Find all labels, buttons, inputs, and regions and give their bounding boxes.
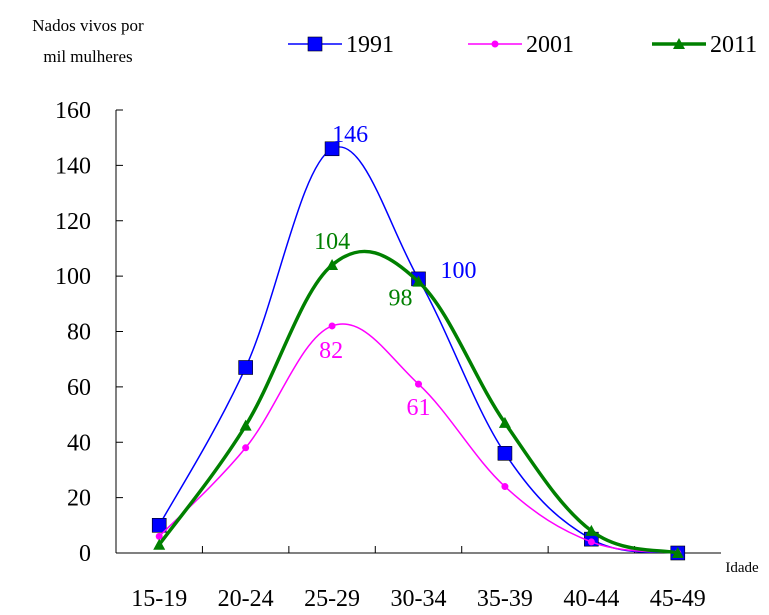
series-2011: 104 98 <box>153 229 684 558</box>
y-tick-label: 140 <box>55 153 91 179</box>
series-2001-data-label: 61 <box>407 395 431 421</box>
y-tick-label: 100 <box>55 264 91 290</box>
series-2001-point <box>415 380 422 388</box>
series-2001-data-label: 82 <box>319 338 343 364</box>
series-2001-point <box>501 483 509 491</box>
y-tick-label: 120 <box>55 209 91 235</box>
series-1991-data-label: 100 <box>441 258 477 284</box>
x-tick-label: 15-19 <box>131 586 187 612</box>
series-2011-point <box>412 275 425 287</box>
series-2011-point <box>326 259 339 271</box>
y-axis-label-line-2: mil mulheres <box>43 47 132 66</box>
series-2011-point <box>239 419 252 431</box>
series-2001-point <box>587 538 595 546</box>
x-tick-label: 25-29 <box>304 586 360 612</box>
y-tick-label: 40 <box>67 430 91 456</box>
y-ticks: 0 20 40 60 80 100 120 140 160 <box>55 98 123 567</box>
series-2011-point <box>671 547 684 558</box>
y-tick-label: 160 <box>55 98 91 124</box>
series-1991-data-label: 146 <box>332 122 368 148</box>
legend-label: 1991 <box>346 32 394 58</box>
series-2011-data-label: 104 <box>314 229 350 255</box>
legend-marker <box>307 36 323 52</box>
series-1991-point <box>238 360 253 375</box>
series-2001-point <box>328 322 336 330</box>
y-axis-label-line-1: Nados vivos por <box>32 16 144 35</box>
legend: 1991 2001 2011 <box>288 32 757 58</box>
legend-label: 2001 <box>526 32 574 58</box>
y-tick-label: 0 <box>79 541 91 567</box>
x-axis-label: Idade <box>725 560 759 576</box>
series-1991-line <box>158 146 678 554</box>
y-tick-label: 20 <box>67 486 91 512</box>
series-2011-point <box>585 524 598 536</box>
legend-marker <box>673 38 685 49</box>
legend-item-2001: 2001 <box>468 32 574 58</box>
series-2011-point <box>153 538 166 550</box>
series-2001-point <box>155 532 163 540</box>
x-tick-label: 40-44 <box>563 586 619 612</box>
series-1991-point <box>324 141 340 157</box>
series-1991-point <box>497 446 513 461</box>
axes: 0 20 40 60 80 100 120 140 160 15-19 20-24 25-29 30-… <box>55 98 721 612</box>
x-tick-label: 20-24 <box>218 586 274 612</box>
legend-label: 2011 <box>710 32 757 58</box>
y-tick-label: 60 <box>67 375 91 401</box>
x-tick-label: 30-34 <box>391 586 447 612</box>
x-ticks: 15-19 20-24 25-29 30-34 35-39 40-44 45-49 <box>131 546 706 612</box>
series-2011-data-label: 98 <box>389 286 413 312</box>
legend-marker <box>491 40 499 48</box>
legend-item-2011: 2011 <box>652 32 757 58</box>
series-2011-point <box>498 416 511 428</box>
x-tick-label: 35-39 <box>477 586 533 612</box>
series-layer: 146 100 82 61 104 98 <box>151 122 686 561</box>
y-tick-label: 80 <box>67 320 91 346</box>
legend-item-1991: 1991 <box>288 32 394 58</box>
series-1991-point <box>151 518 167 533</box>
series-1991: 146 100 <box>151 122 686 561</box>
series-2001-point <box>242 444 250 452</box>
series-2001: 82 61 <box>155 322 682 557</box>
x-tick-label: 45-49 <box>650 586 706 612</box>
